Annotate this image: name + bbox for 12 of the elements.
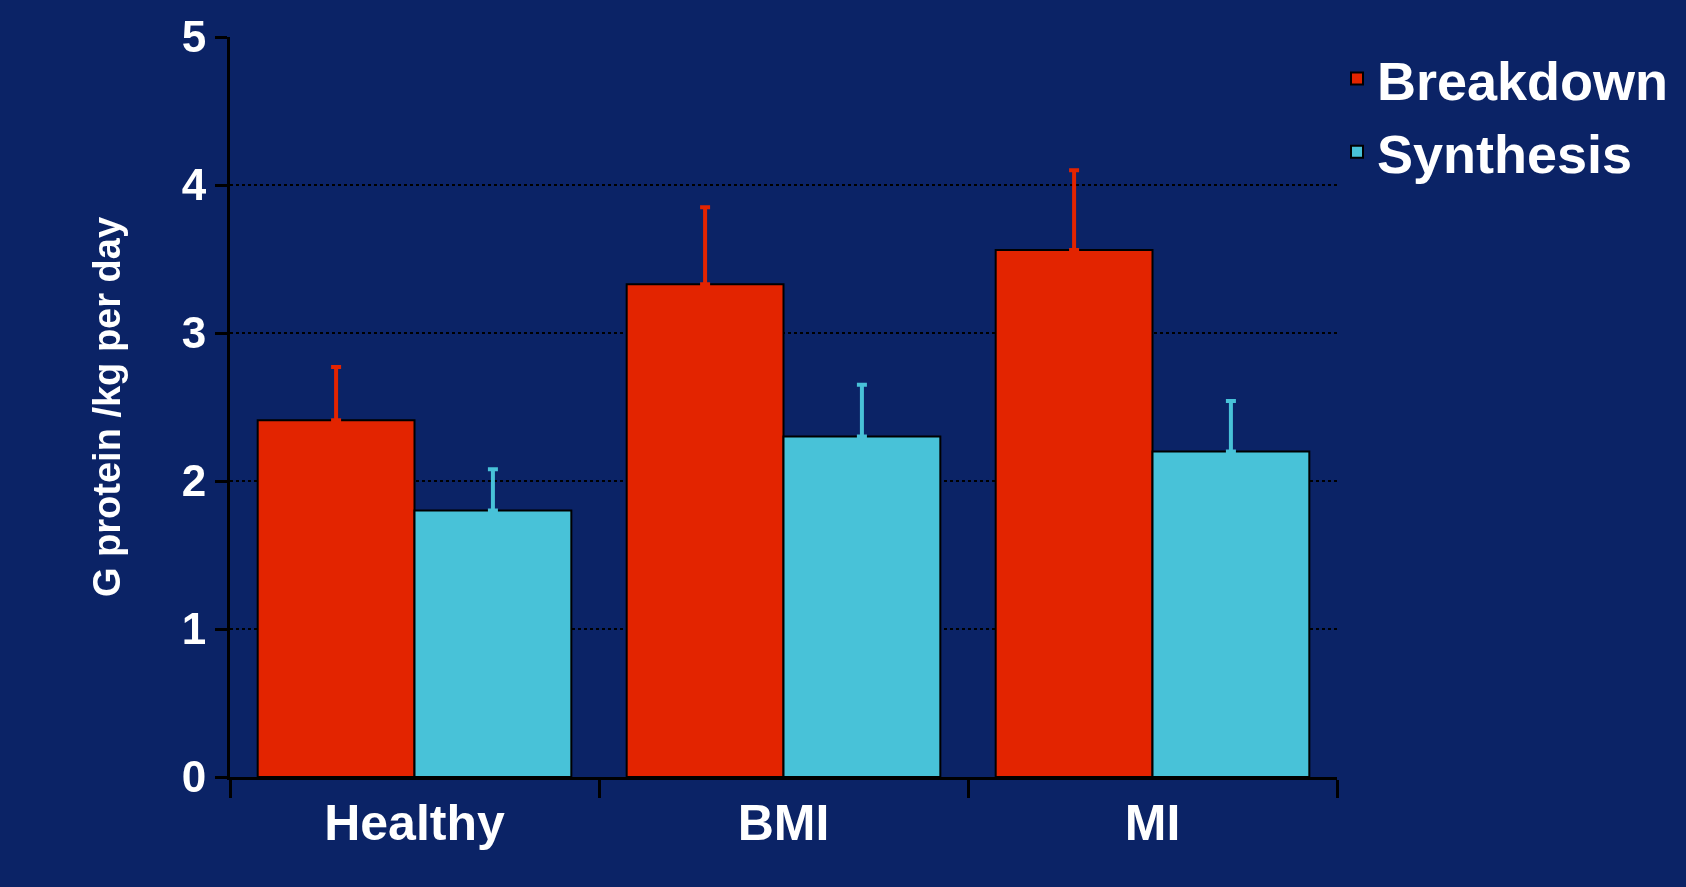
x-tick-label: MI bbox=[1124, 795, 1181, 851]
y-tick-label: 4 bbox=[181, 160, 207, 210]
legend-label: Breakdown bbox=[1377, 50, 1669, 111]
y-tick-label: 5 bbox=[181, 12, 207, 62]
x-tick-label: Healthy bbox=[324, 795, 505, 851]
y-axis-title: G protein /kg per day bbox=[85, 216, 128, 598]
x-tick-label: BMI bbox=[737, 795, 830, 851]
y-tick-label: 3 bbox=[181, 308, 207, 358]
y-tick-label: 2 bbox=[181, 456, 207, 506]
y-tick-label: 0 bbox=[181, 752, 207, 802]
legend-label: Synthesis bbox=[1377, 123, 1633, 184]
y-tick-label: 1 bbox=[181, 604, 207, 654]
